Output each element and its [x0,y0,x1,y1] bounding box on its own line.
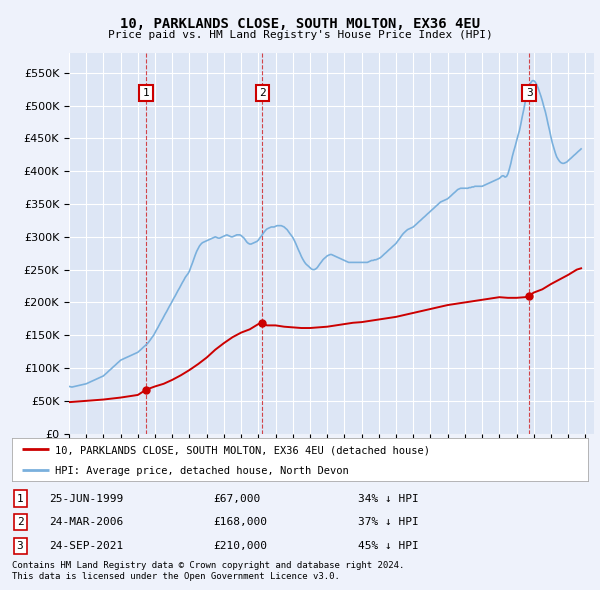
Text: 45% ↓ HPI: 45% ↓ HPI [358,541,418,550]
Text: 1: 1 [17,494,23,503]
Text: 2: 2 [17,517,23,527]
Text: HPI: Average price, detached house, North Devon: HPI: Average price, detached house, Nort… [55,466,349,476]
Text: 24-MAR-2006: 24-MAR-2006 [49,517,124,527]
Text: 10, PARKLANDS CLOSE, SOUTH MOLTON, EX36 4EU (detached house): 10, PARKLANDS CLOSE, SOUTH MOLTON, EX36 … [55,445,430,455]
Text: 10, PARKLANDS CLOSE, SOUTH MOLTON, EX36 4EU: 10, PARKLANDS CLOSE, SOUTH MOLTON, EX36 … [120,17,480,31]
Text: 34% ↓ HPI: 34% ↓ HPI [358,494,418,503]
Text: 2: 2 [259,88,266,98]
Text: 37% ↓ HPI: 37% ↓ HPI [358,517,418,527]
Text: 1: 1 [143,88,149,98]
Text: £210,000: £210,000 [214,541,268,550]
Text: Contains HM Land Registry data © Crown copyright and database right 2024.: Contains HM Land Registry data © Crown c… [12,560,404,569]
Text: 3: 3 [526,88,532,98]
Text: Price paid vs. HM Land Registry's House Price Index (HPI): Price paid vs. HM Land Registry's House … [107,30,493,40]
Text: £67,000: £67,000 [214,494,261,503]
Text: 3: 3 [17,541,23,550]
Text: £168,000: £168,000 [214,517,268,527]
Text: 24-SEP-2021: 24-SEP-2021 [49,541,124,550]
Text: 25-JUN-1999: 25-JUN-1999 [49,494,124,503]
Text: This data is licensed under the Open Government Licence v3.0.: This data is licensed under the Open Gov… [12,572,340,581]
